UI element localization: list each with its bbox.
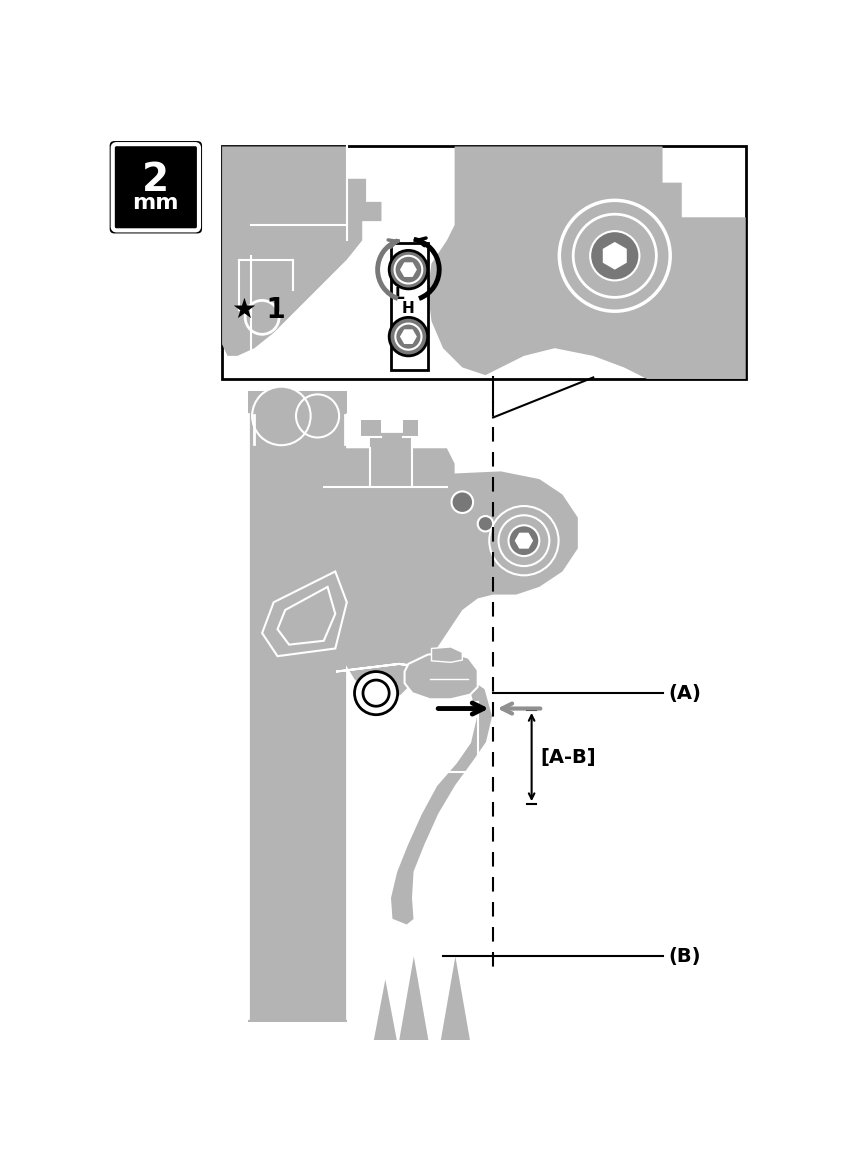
Polygon shape bbox=[374, 980, 397, 1040]
Polygon shape bbox=[515, 533, 533, 548]
Circle shape bbox=[395, 324, 421, 350]
Circle shape bbox=[394, 256, 422, 284]
Circle shape bbox=[590, 231, 639, 281]
Text: H: H bbox=[402, 300, 415, 316]
Circle shape bbox=[477, 516, 494, 532]
Polygon shape bbox=[441, 956, 470, 1040]
Text: [A-B]: [A-B] bbox=[541, 747, 596, 767]
Bar bbox=[222, 146, 745, 379]
Text: L: L bbox=[394, 286, 404, 302]
Circle shape bbox=[509, 525, 539, 556]
Bar bbox=[360, 420, 381, 437]
Polygon shape bbox=[603, 242, 627, 270]
Polygon shape bbox=[324, 433, 455, 486]
Polygon shape bbox=[399, 956, 428, 1040]
Text: ★ 1: ★ 1 bbox=[232, 296, 286, 324]
Text: 2: 2 bbox=[142, 161, 170, 200]
Bar bbox=[392, 243, 427, 369]
FancyBboxPatch shape bbox=[112, 144, 200, 231]
Polygon shape bbox=[400, 330, 417, 344]
Circle shape bbox=[560, 200, 670, 311]
Circle shape bbox=[451, 491, 473, 513]
Circle shape bbox=[489, 506, 559, 575]
Text: mm: mm bbox=[132, 193, 179, 214]
Polygon shape bbox=[322, 471, 577, 703]
Text: (B): (B) bbox=[669, 947, 701, 966]
Polygon shape bbox=[126, 152, 185, 223]
Polygon shape bbox=[427, 146, 745, 379]
Polygon shape bbox=[400, 262, 417, 277]
Circle shape bbox=[499, 516, 550, 566]
Bar bbox=[403, 420, 418, 437]
Circle shape bbox=[389, 250, 427, 289]
Circle shape bbox=[354, 671, 398, 714]
Circle shape bbox=[573, 214, 656, 297]
Text: (A): (A) bbox=[669, 684, 701, 703]
Circle shape bbox=[363, 680, 389, 706]
Circle shape bbox=[252, 387, 310, 445]
Bar bbox=[248, 390, 347, 1022]
Polygon shape bbox=[222, 146, 382, 355]
Circle shape bbox=[389, 317, 427, 355]
Polygon shape bbox=[432, 646, 462, 663]
Circle shape bbox=[293, 392, 343, 441]
Polygon shape bbox=[336, 664, 494, 926]
Polygon shape bbox=[404, 652, 477, 699]
FancyBboxPatch shape bbox=[109, 141, 202, 234]
